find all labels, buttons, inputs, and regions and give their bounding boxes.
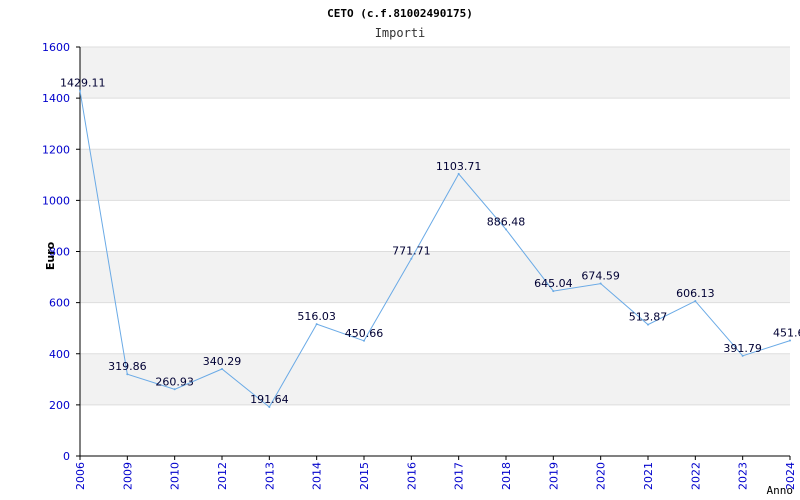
x-tick-label: 2024 — [784, 462, 797, 490]
x-tick-label: 2023 — [737, 462, 750, 490]
data-label: 260.93 — [155, 375, 194, 388]
x-axis-label: Anno — [767, 484, 794, 497]
x-tick-label: 2013 — [263, 462, 276, 490]
x-tick-label: 2019 — [547, 462, 560, 490]
x-tick-label: 2014 — [311, 462, 324, 490]
data-label: 340.29 — [203, 355, 242, 368]
y-tick-label: 600 — [49, 297, 70, 310]
data-label: 645.04 — [534, 277, 573, 290]
data-label: 1103.71 — [436, 160, 482, 173]
data-point — [789, 339, 791, 342]
data-point — [505, 228, 507, 231]
y-tick-label: 800 — [49, 246, 70, 259]
y-tick-label: 1200 — [42, 143, 70, 156]
data-label: 606.13 — [676, 287, 715, 300]
data-point — [599, 282, 602, 285]
plot-band — [80, 47, 790, 99]
x-tick-label: 2021 — [642, 462, 655, 490]
x-tick-label: 2015 — [358, 462, 371, 490]
data-point — [457, 172, 460, 175]
y-tick-label: 400 — [49, 348, 70, 361]
y-tick-label: 200 — [49, 399, 70, 412]
data-label: 451.6 — [773, 327, 800, 340]
series-line — [79, 90, 791, 408]
y-axis-label: Euro — [44, 241, 57, 270]
data-point — [126, 373, 129, 376]
data-label: 513.87 — [629, 311, 668, 324]
y-tick-label: 1000 — [42, 194, 70, 207]
data-labels: 1429.11 319.86 260.93 340.29 191.64 516.03 450… — [60, 77, 800, 409]
x-tick-label: 2020 — [595, 462, 608, 490]
data-point — [647, 323, 649, 326]
x-tick-label: 2010 — [169, 462, 182, 490]
x-tick-label: 2017 — [453, 462, 466, 490]
data-point — [79, 89, 81, 92]
y-tick-label: 1400 — [42, 92, 70, 105]
data-label: 674.59 — [581, 270, 620, 283]
plot-bands — [80, 46, 790, 457]
data-label: 886.48 — [487, 215, 526, 228]
data-point — [221, 368, 223, 371]
data-label: 1429.11 — [60, 77, 106, 90]
data-point — [315, 323, 318, 326]
data-label: 391.79 — [723, 342, 762, 355]
data-label: 771.71 — [392, 245, 431, 258]
data-point — [268, 406, 271, 409]
x-tick-label: 2006 — [74, 462, 87, 490]
x-tick-label: 2012 — [216, 462, 229, 490]
data-point — [410, 257, 413, 260]
data-label: 516.03 — [297, 310, 336, 323]
x-tick-label: 2016 — [405, 462, 418, 490]
data-point — [363, 339, 365, 342]
plot-band — [80, 149, 790, 201]
y-tick-label: 1600 — [42, 41, 70, 54]
data-label: 191.64 — [250, 393, 289, 406]
plot-band — [80, 404, 790, 456]
plot-band — [80, 98, 790, 150]
x-axis-ticks: 2006 2009 2010 2012 2013 2014 2015 2016 2017 2018… — [74, 456, 797, 490]
data-point — [694, 300, 697, 303]
x-tick-label: 2018 — [500, 462, 513, 490]
chart-subtitle: Importi — [375, 26, 426, 40]
plot-band — [80, 200, 790, 252]
plot-band — [80, 251, 790, 303]
data-point — [741, 354, 744, 357]
data-label: 450.66 — [345, 327, 384, 340]
y-tick-label: 0 — [63, 450, 70, 463]
x-tick-label: 2009 — [121, 462, 134, 490]
x-tick-label: 2022 — [689, 462, 702, 490]
data-point — [552, 290, 555, 293]
plot-band — [80, 302, 790, 354]
data-point — [173, 388, 176, 391]
chart-title: CETO (c.f.81002490175) — [327, 7, 473, 20]
y-axis-ticks: 0 200 400 600 800 1000 1200 1400 1600 — [42, 41, 80, 463]
data-label: 319.86 — [108, 360, 147, 373]
